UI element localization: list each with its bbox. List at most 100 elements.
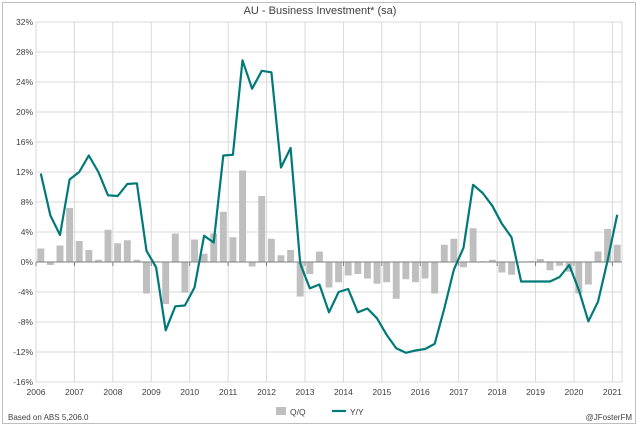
y-tick-label: 32% [16, 17, 33, 27]
bar-qq [219, 211, 227, 262]
x-axis-labels: 2006 2007 2008 2009 2010 2011 2012 2013 2014 2015… [27, 387, 623, 397]
bar-qq [104, 229, 112, 262]
bar-qq [37, 248, 45, 262]
y-tick-label: 12% [16, 167, 33, 177]
x-tick-label: 2018 [488, 387, 507, 397]
bar-qq [258, 196, 266, 262]
y-tick-label: 0% [21, 257, 34, 267]
bar-qq [133, 259, 141, 262]
bar-qq [613, 244, 621, 262]
bar-qq [46, 262, 54, 265]
legend: Q/Q Y/Y [276, 407, 364, 417]
bar-qq [306, 262, 314, 274]
bar-qq [450, 238, 458, 262]
bar-qq [575, 262, 583, 294]
bar-qq [440, 244, 448, 262]
bar-qq [229, 237, 237, 262]
x-tick-label: 2006 [27, 387, 46, 397]
bar-qq [66, 208, 74, 262]
axes [35, 261, 622, 266]
legend-label-qq: Q/Q [290, 407, 306, 417]
bar-qq [536, 259, 544, 262]
bar-qq [402, 262, 410, 280]
y-tick-label: -8% [18, 317, 34, 327]
bar-qq [75, 241, 83, 262]
bar-qq [469, 228, 477, 262]
bar-qq [594, 251, 602, 262]
bar-qq [488, 259, 496, 262]
bar-qq [171, 233, 179, 262]
y-tick-label: 24% [16, 77, 33, 87]
x-tick-label: 2015 [372, 387, 391, 397]
bar-qq [556, 262, 564, 266]
bar-qq [181, 262, 189, 293]
x-tick-label: 2017 [449, 387, 468, 397]
x-tick-label: 2020 [565, 387, 584, 397]
bar-qq [508, 262, 515, 275]
bar-qq [143, 262, 150, 294]
bar-qq [296, 262, 304, 297]
bar-qq [56, 245, 64, 262]
x-tick-label: 2008 [103, 387, 122, 397]
author-credit: @JFosterFM [586, 413, 633, 422]
y-tick-label: 8% [21, 197, 34, 207]
y-tick-label: -12% [13, 347, 33, 357]
bar-qq [498, 262, 506, 273]
bar-qq [421, 262, 429, 279]
x-tick-label: 2021 [603, 387, 622, 397]
bar-qq [210, 233, 218, 262]
bar-qq [85, 250, 93, 262]
x-tick-label: 2019 [526, 387, 545, 397]
bar-qq [431, 262, 439, 294]
bar-qq [277, 255, 285, 262]
bar-qq [383, 262, 391, 283]
bar-qq [335, 262, 343, 283]
bar-qq [239, 170, 246, 262]
x-tick-label: 2016 [411, 387, 430, 397]
y-tick-label: 16% [16, 137, 33, 147]
bar-qq [363, 262, 371, 279]
bar-qq [162, 262, 170, 304]
bar-qq [412, 262, 419, 283]
bar-qq [287, 250, 295, 262]
bar-qq [123, 240, 131, 262]
x-tick-label: 2012 [257, 387, 276, 397]
x-tick-label: 2007 [65, 387, 84, 397]
y-tick-label: 4% [21, 227, 34, 237]
bar-qq [94, 259, 102, 262]
y-tick-label: -16% [13, 377, 33, 387]
bar-qq [546, 262, 554, 271]
bar-qq [604, 229, 612, 262]
bar-qq [354, 262, 362, 274]
gridlines [35, 21, 623, 383]
bar-qq [344, 262, 352, 276]
bar-qq [315, 251, 323, 262]
y-tick-label: 20% [16, 107, 33, 117]
bar-qq [325, 262, 333, 288]
bar-qq [373, 262, 381, 284]
bar-qq [584, 262, 592, 285]
chart-frame [2, 2, 636, 424]
x-tick-label: 2011 [219, 387, 238, 397]
source-note: Based on ABS 5,206.0 [8, 413, 89, 422]
x-tick-label: 2013 [296, 387, 315, 397]
x-tick-label: 2010 [180, 387, 199, 397]
y-axis-labels: -16% -12% -8% -4% 0% 4% 8% 12% 16% 20% 24% 28% 32% [13, 17, 33, 387]
y-tick-label: 28% [16, 47, 33, 57]
legend-swatch-qq [276, 407, 286, 415]
bar-qq [114, 243, 122, 262]
bar-qq [460, 262, 467, 268]
bar-qq [248, 262, 256, 267]
x-tick-label: 2014 [334, 387, 353, 397]
line-series-yy [39, 59, 619, 354]
legend-label-yy: Y/Y [350, 407, 364, 417]
bar-qq [200, 253, 208, 262]
bar-qq [267, 238, 275, 262]
bar-series-qq [37, 170, 621, 304]
bar-qq [392, 262, 400, 299]
x-tick-label: 2009 [142, 387, 161, 397]
chart-title: AU - Business Investment* (sa) [244, 5, 397, 17]
bar-qq [191, 239, 198, 262]
y-tick-label: -4% [18, 287, 34, 297]
